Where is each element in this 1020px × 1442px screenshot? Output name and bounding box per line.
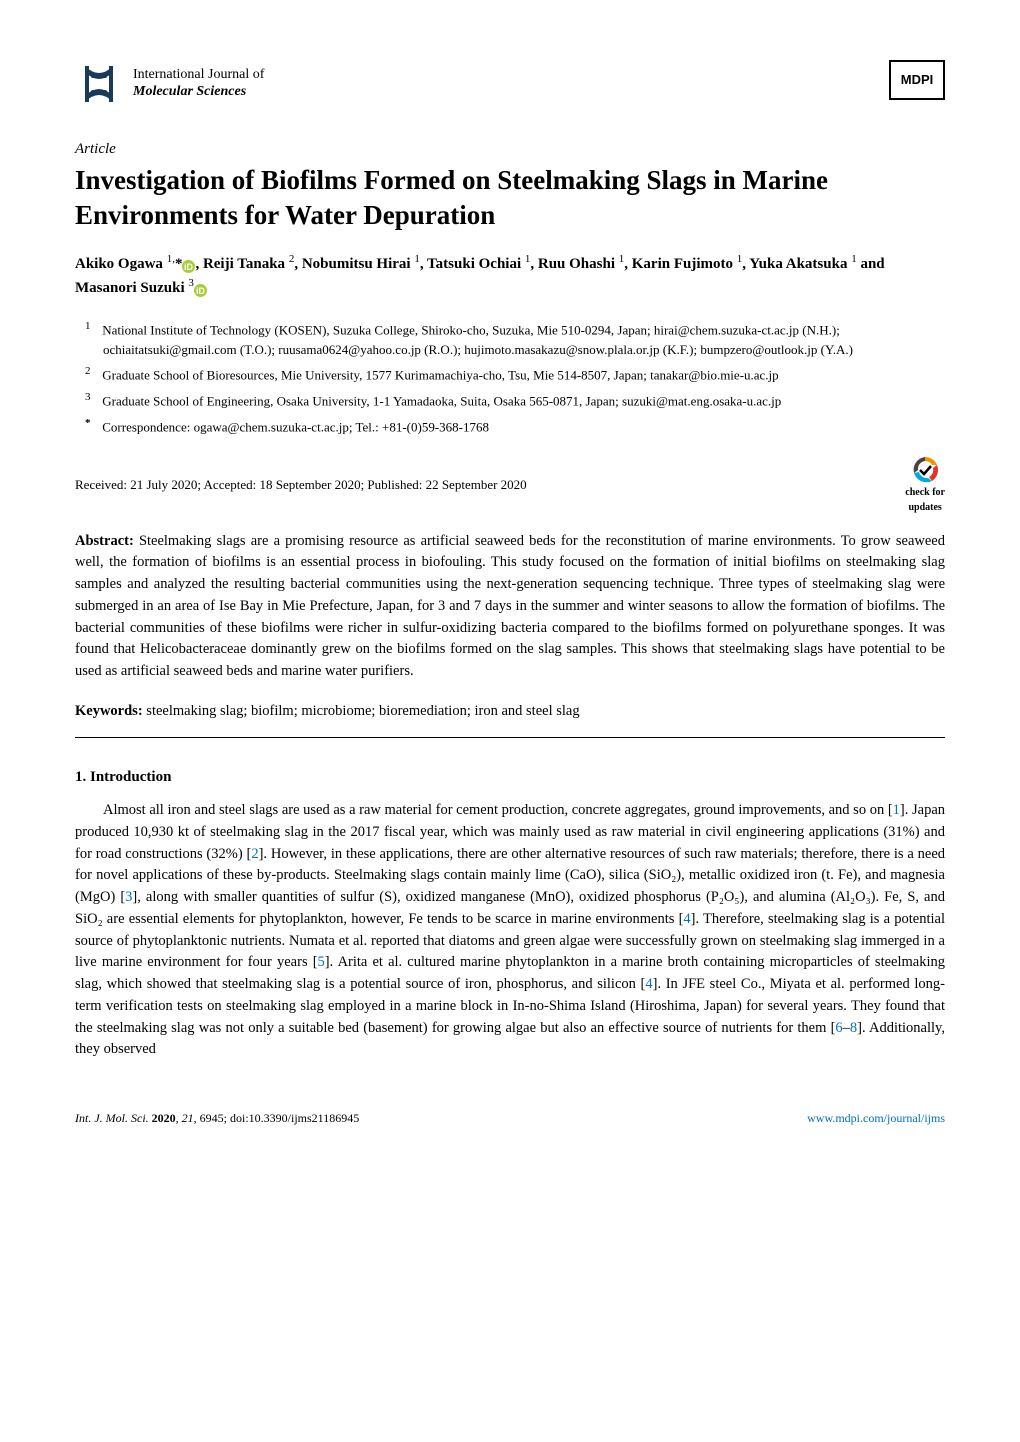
authors-block: Akiko Ogawa 1,*iD, Reiji Tanaka 2, Nobum… <box>75 251 945 300</box>
affil-2-marker: 2 <box>85 363 99 380</box>
author-2: , Reiji Tanaka <box>195 256 288 272</box>
reference-link-2[interactable]: 2 <box>251 846 258 862</box>
orcid-icon[interactable]: iD <box>182 258 195 271</box>
article-type: Article <box>75 138 945 161</box>
check-updates-line1: check for <box>905 485 945 500</box>
reference-link-1[interactable]: 1 <box>893 802 900 818</box>
footer-journal-link[interactable]: www.mdpi.com/journal/ijms <box>807 1109 945 1127</box>
keywords-block: Keywords: steelmaking slag; biofilm; mic… <box>75 701 945 723</box>
author-4: , Tatsuki Ochiai <box>420 256 525 272</box>
header-row: International Journal of Molecular Scien… <box>75 60 945 108</box>
dates-row: Received: 21 July 2020; Accepted: 18 Sep… <box>75 455 945 515</box>
mdpi-logo-icon: MDPI <box>889 60 945 100</box>
footer-journal-abbrev: Int. J. Mol. Sci. <box>75 1111 152 1125</box>
orcid-icon[interactable]: iD <box>194 282 207 295</box>
reference-link-6[interactable]: 6 <box>835 1020 842 1036</box>
check-updates-line2: updates <box>908 500 941 515</box>
journal-name: International Journal of Molecular Scien… <box>133 67 264 101</box>
affil-3-text: Graduate School of Engineering, Osaka Un… <box>102 393 781 408</box>
reference-link-5[interactable]: 5 <box>318 954 325 970</box>
check-for-updates-icon <box>910 455 940 485</box>
reference-link-4b[interactable]: 4 <box>645 976 652 992</box>
affiliation-1: 1 National Institute of Technology (KOSE… <box>75 318 945 359</box>
author-1: Akiko Ogawa <box>75 256 167 272</box>
author-6: , Karin Fujimoto <box>624 256 737 272</box>
author-7: , Yuka Akatsuka <box>742 256 851 272</box>
article-dates: Received: 21 July 2020; Accepted: 18 Sep… <box>75 475 527 495</box>
affiliation-3: 3 Graduate School of Engineering, Osaka … <box>75 389 945 411</box>
keywords-label: Keywords: <box>75 703 143 719</box>
check-for-updates-button[interactable]: check for updates <box>905 455 945 515</box>
keywords-text: steelmaking slag; biofilm; microbiome; b… <box>143 703 580 719</box>
journal-name-line1: International Journal of <box>133 67 264 84</box>
author-5: , Ruu Ohashi <box>530 256 618 272</box>
journal-name-line2: Molecular Sciences <box>133 84 264 101</box>
footer-volume: 21 <box>182 1111 194 1125</box>
journal-logo-icon <box>75 60 123 108</box>
affil-2-text: Graduate School of Bioresources, Mie Uni… <box>102 367 778 382</box>
intro-paragraph-1: Almost all iron and steel slags are used… <box>75 800 945 1061</box>
body-text: Almost all iron and steel slags are used… <box>103 802 893 818</box>
affiliation-2: 2 Graduate School of Bioresources, Mie U… <box>75 363 945 385</box>
footer-year: 2020 <box>152 1111 176 1125</box>
footer-citation: Int. J. Mol. Sci. 2020, 21, 6945; doi:10… <box>75 1109 359 1127</box>
body-text: – <box>843 1020 850 1036</box>
abstract-text: Steelmaking slags are a promising resour… <box>75 533 945 680</box>
svg-text:iD: iD <box>196 286 205 296</box>
affil-1-marker: 1 <box>85 318 99 335</box>
journal-block: International Journal of Molecular Scien… <box>75 60 264 108</box>
abstract-label: Abstract: <box>75 533 134 549</box>
affil-3-marker: 3 <box>85 389 99 406</box>
author-1-sup: 1, <box>167 253 175 265</box>
reference-link-4[interactable]: 4 <box>683 911 690 927</box>
author-3: , Nobumitsu Hirai <box>294 256 414 272</box>
corresponding-star: * <box>175 256 183 272</box>
affil-1-text: National Institute of Technology (KOSEN)… <box>102 322 853 357</box>
section-divider <box>75 737 945 738</box>
abstract-block: Abstract: Steelmaking slags are a promis… <box>75 531 945 683</box>
correspondence: * Correspondence: ogawa@chem.suzuka-ct.a… <box>75 415 945 437</box>
mdpi-logo-text: MDPI <box>901 70 934 90</box>
footer-row: Int. J. Mol. Sci. 2020, 21, 6945; doi:10… <box>75 1109 945 1127</box>
article-title: Investigation of Biofilms Formed on Stee… <box>75 163 945 233</box>
correspondence-text: Correspondence: ogawa@chem.suzuka-ct.ac.… <box>102 419 489 434</box>
section-1-heading: 1. Introduction <box>75 766 945 789</box>
correspondence-marker: * <box>85 415 99 432</box>
footer-doi: , 6945; doi:10.3390/ijms21186945 <box>194 1111 360 1125</box>
svg-text:iD: iD <box>184 262 193 272</box>
